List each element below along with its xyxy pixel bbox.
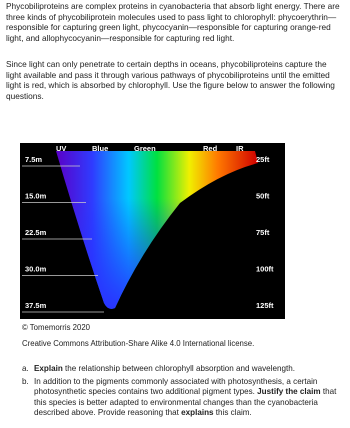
question-marker: a. <box>22 364 29 373</box>
text: the relationship between chlorophyll abs… <box>62 364 295 373</box>
depth-ft-label: 25ft <box>256 155 270 164</box>
paragraph: Phycobiliproteins are complex proteins i… <box>6 1 340 43</box>
depth-m-label: 37.5m <box>25 301 47 310</box>
question-marker: b. <box>22 376 29 386</box>
bold-text: explains <box>181 408 214 418</box>
question: b. In addition to the pigments commonly a… <box>22 376 340 419</box>
depth-ft-label: 100ft <box>256 264 274 273</box>
depth-m-label: 15.0m <box>25 191 47 200</box>
depth-m-label: 7.5m <box>25 155 42 164</box>
depth-ft-label: 75ft <box>256 228 270 237</box>
spectrum-label: Red <box>203 144 218 153</box>
depth-ft-label: 125ft <box>256 301 274 310</box>
text: that this species is better adapted to e… <box>34 387 337 418</box>
spectrum-label: UV <box>56 144 66 153</box>
spectrum-label: IR <box>236 144 244 153</box>
depth-m-label: 22.5m <box>25 228 47 237</box>
paragraph: Since light can only penetrate to certai… <box>6 59 335 101</box>
depth-ft-label: 50ft <box>256 191 270 200</box>
spectrum-figure: UV Blue Green Red IR 7.5m 15.0m 22.5m 30.0m 37.5m… <box>20 143 285 319</box>
credit: © Tomemorris 2020 <box>22 323 91 332</box>
spectrum-label: Blue <box>92 144 108 153</box>
bold-text: Justify the claim <box>257 387 321 397</box>
question-list: a. Explain the relationship between chlor… <box>22 364 340 421</box>
license: Creative Commons Attribution-Share Alike… <box>22 339 255 348</box>
text: this claim. <box>213 408 252 418</box>
text: In addition to the pigments commonly ass… <box>34 376 318 397</box>
question: a. Explain the relationship between chlor… <box>22 364 340 375</box>
spectrum-label: Green <box>134 144 156 153</box>
spectrum-shade <box>56 151 258 309</box>
bold-text: Explain <box>34 364 63 373</box>
depth-m-label: 30.0m <box>25 264 47 273</box>
